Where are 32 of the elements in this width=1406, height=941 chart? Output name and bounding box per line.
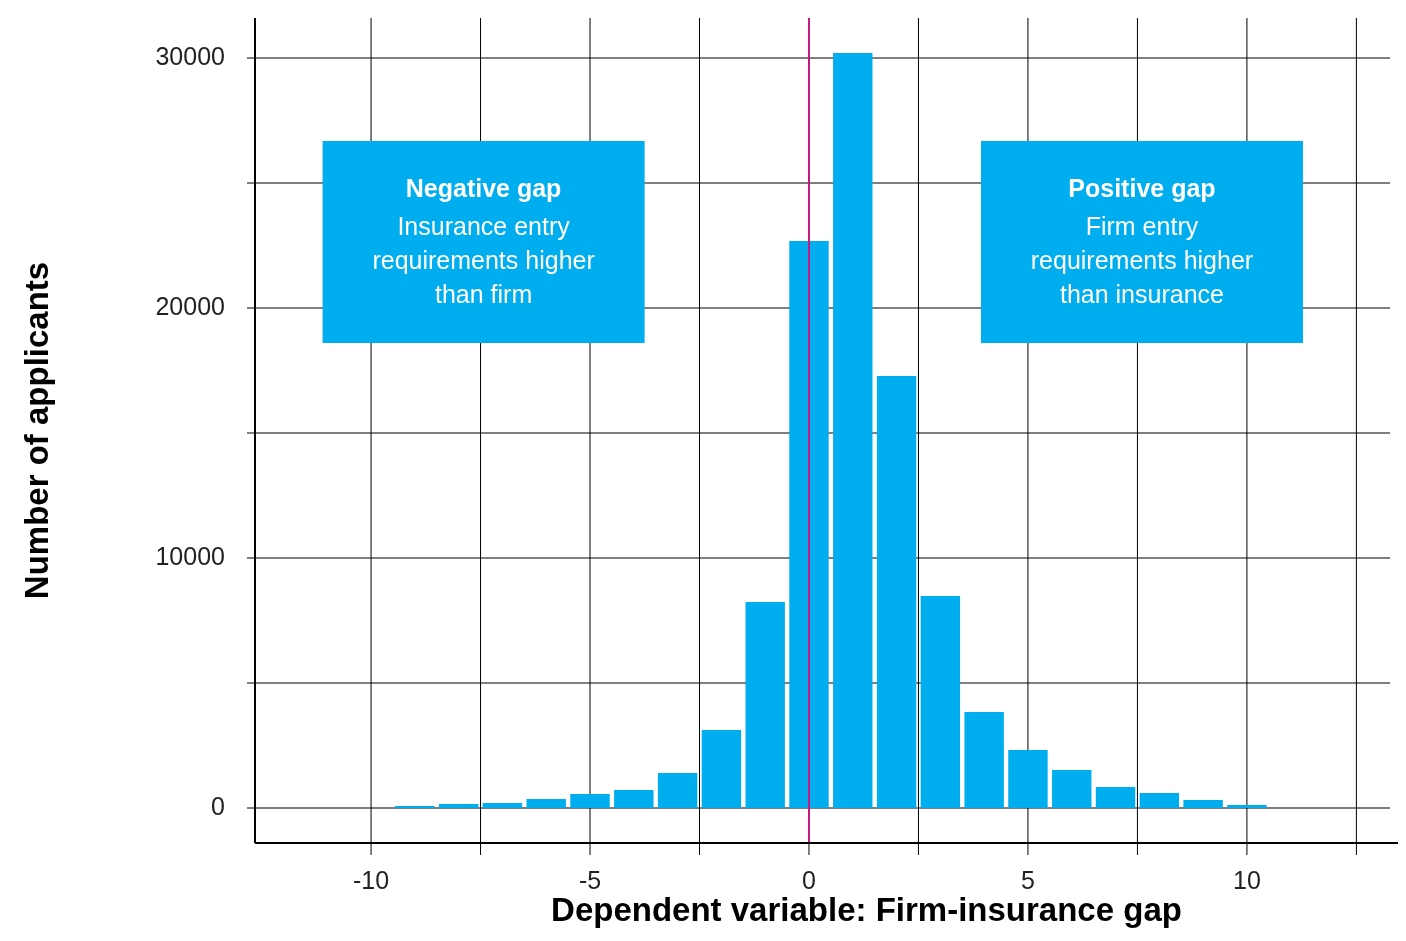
x-tick-label: -10 (352, 866, 390, 894)
bar (526, 799, 566, 808)
bar (1095, 787, 1136, 808)
bar (1139, 793, 1180, 808)
bar (745, 602, 785, 808)
y-axis-title: Number of applicants (18, 261, 55, 600)
annotation: Negative gap Insurance entry requirements higher than firm (372, 174, 595, 308)
bar (876, 376, 917, 808)
bar (920, 596, 961, 808)
y-tick-label: 0 (211, 791, 225, 820)
x-axis-title: Dependent variable: Firm-insurance gap (551, 891, 1182, 928)
y-tick-label: 30000 (155, 41, 225, 70)
x-tick-label: -5 (578, 866, 602, 894)
bar (1008, 750, 1048, 808)
bar (1052, 770, 1092, 808)
bar (1183, 800, 1223, 808)
bar (657, 773, 698, 808)
bar (964, 712, 1004, 808)
bar (833, 53, 873, 808)
x-tick-label: 10 (1233, 866, 1261, 894)
bar (701, 730, 742, 808)
y-tick-label: 20000 (155, 291, 225, 320)
x-tick-label: 5 (1021, 866, 1035, 894)
bar (789, 241, 829, 808)
bar (438, 804, 479, 808)
bar (1227, 805, 1267, 808)
annotation: Positive gap Firm entry requirements higher than insurance (1030, 174, 1254, 308)
bar (570, 794, 610, 808)
x-tick-label: 0 (802, 866, 816, 894)
y-tick-label: 10000 (155, 541, 225, 570)
bar (614, 790, 654, 808)
bar (482, 803, 523, 808)
